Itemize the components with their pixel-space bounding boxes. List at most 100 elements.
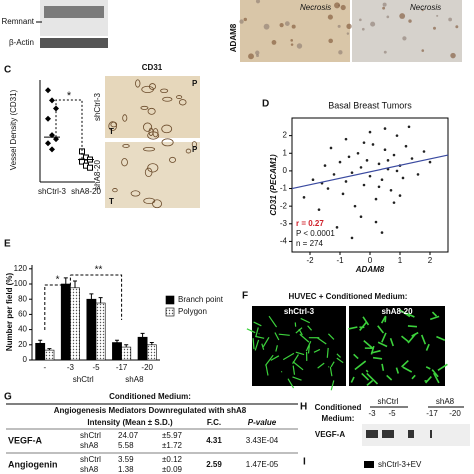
tube xyxy=(402,366,413,373)
tube xyxy=(330,361,335,368)
point xyxy=(383,127,387,130)
cell xyxy=(337,24,341,28)
label: F.C. xyxy=(207,418,221,427)
cell xyxy=(382,6,386,10)
vessel xyxy=(141,85,154,93)
vessel xyxy=(161,138,174,147)
label: β-Actin xyxy=(9,38,34,47)
label: Intensity (Mean ± S.D.) xyxy=(87,418,173,427)
label: Medium: xyxy=(322,414,355,423)
label: T xyxy=(109,127,114,136)
tube xyxy=(362,316,370,326)
label: -5 xyxy=(388,409,396,418)
label: * xyxy=(67,90,72,102)
label: shCtrl-3 xyxy=(38,187,67,196)
label: Remnant xyxy=(2,17,35,26)
label: shA8 xyxy=(80,465,99,474)
tube xyxy=(305,340,312,352)
error-bar xyxy=(98,297,103,303)
cell xyxy=(370,21,376,27)
tube xyxy=(401,335,409,343)
label: T xyxy=(109,197,114,206)
band xyxy=(430,430,432,438)
tube xyxy=(327,366,330,368)
label: shCtrl-3 xyxy=(93,92,102,121)
tube xyxy=(424,376,432,384)
label: G xyxy=(4,392,12,403)
point xyxy=(311,178,315,182)
cell xyxy=(327,14,333,20)
tube xyxy=(405,312,415,318)
band xyxy=(408,430,414,438)
point xyxy=(368,130,372,134)
tube xyxy=(255,335,265,339)
cell xyxy=(239,19,244,24)
cell xyxy=(361,27,365,31)
point xyxy=(302,196,306,199)
tube xyxy=(292,365,296,375)
vessel xyxy=(160,88,169,94)
label: -5 xyxy=(92,363,100,372)
legend-label: Branch point xyxy=(178,295,224,304)
tube xyxy=(366,379,374,387)
tube xyxy=(264,354,274,366)
label: ADAM8 xyxy=(229,23,238,52)
point xyxy=(386,159,390,162)
label: 4.31 xyxy=(206,436,222,445)
cell xyxy=(328,38,333,44)
label: -2 xyxy=(306,256,314,265)
point xyxy=(383,148,387,152)
point xyxy=(374,220,378,224)
point xyxy=(380,178,384,182)
label: shA8-20 xyxy=(93,160,102,190)
tube xyxy=(327,333,335,340)
label: Conditioned xyxy=(315,403,362,412)
cell xyxy=(421,49,425,52)
point xyxy=(374,197,378,201)
label: CD31 xyxy=(142,63,163,72)
label: VEGF-A xyxy=(8,435,43,445)
cell xyxy=(291,24,296,29)
label: 24.07 xyxy=(118,431,139,440)
label: ±5.97 xyxy=(162,431,183,440)
point xyxy=(395,169,399,173)
point xyxy=(428,160,432,164)
point xyxy=(395,134,399,137)
bracket xyxy=(70,274,123,320)
vessel xyxy=(191,141,197,148)
point xyxy=(49,146,55,153)
point xyxy=(362,183,366,187)
vessel xyxy=(142,122,153,132)
tube xyxy=(268,315,278,328)
error-bar xyxy=(124,344,129,348)
tube xyxy=(282,352,295,361)
tube xyxy=(278,333,290,336)
label: P < 0.0001 xyxy=(296,229,335,238)
tube xyxy=(299,333,310,343)
bar xyxy=(70,287,80,361)
label: shCtrl-3 xyxy=(284,307,315,316)
label: 2 xyxy=(283,131,288,140)
label: - xyxy=(43,363,46,372)
band xyxy=(366,430,378,438)
bar xyxy=(137,336,148,361)
error-bar xyxy=(38,339,43,344)
point xyxy=(392,153,396,157)
tube xyxy=(313,348,321,353)
vessel xyxy=(178,99,187,106)
actin-band xyxy=(40,38,108,48)
decoration xyxy=(108,0,459,438)
legend-label: Polygon xyxy=(178,307,207,316)
vessel xyxy=(122,143,130,148)
tube xyxy=(253,321,262,327)
point xyxy=(329,146,333,150)
cell xyxy=(455,25,459,29)
tube xyxy=(316,337,327,345)
cell xyxy=(399,13,406,19)
tube xyxy=(425,343,430,351)
label: n = 274 xyxy=(296,239,323,248)
cell xyxy=(408,19,412,23)
tube xyxy=(437,363,448,371)
label: 1.38 xyxy=(118,465,134,474)
